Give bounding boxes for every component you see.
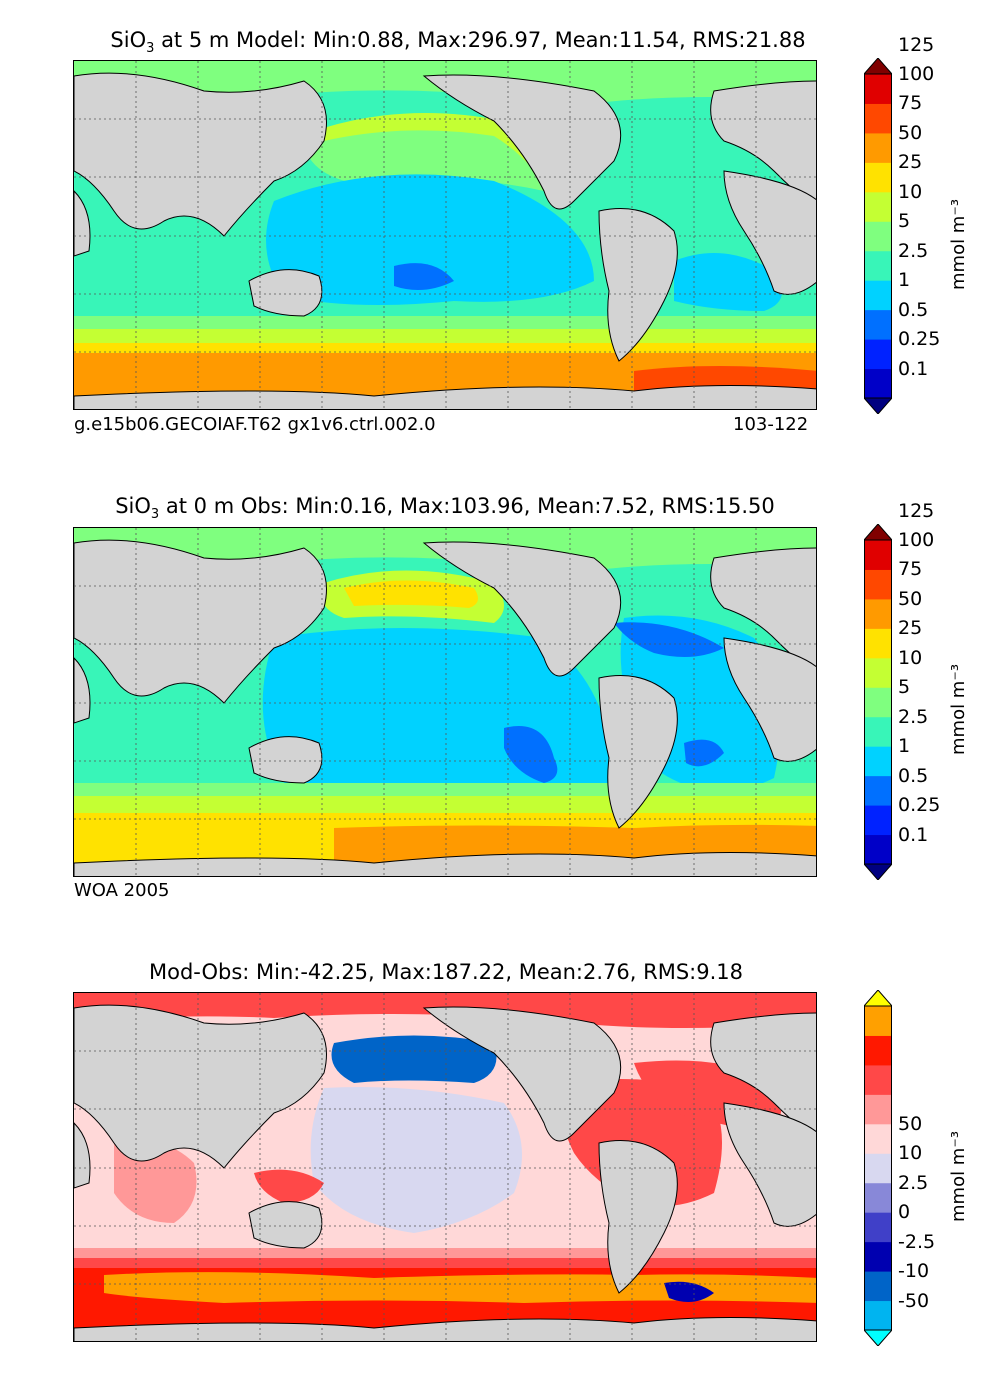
colorbar-segment [864, 746, 892, 777]
colorbar-segment [864, 191, 892, 222]
colorbar-tick-label: 10 [898, 646, 923, 669]
colorbar-segment [864, 1035, 892, 1066]
colorbar-tick-label: 1 [898, 735, 911, 758]
panel3-colorbar [864, 990, 892, 1346]
colorbar-tick-label: 50 [898, 587, 923, 610]
panel2-map [73, 527, 817, 877]
panel1-footer-left: g.e15b06.GECOIAF.T62 gx1v6.ctrl.002.0 [74, 414, 436, 435]
colorbar-segment [864, 687, 892, 718]
colorbar-segment [864, 280, 892, 311]
colorbar-tick-label: 125 [898, 499, 935, 522]
colorbar-segment [864, 540, 892, 570]
colorbar-tick-label: 10 [898, 180, 923, 203]
colorbar-tick-label: 2.5 [898, 705, 929, 728]
colorbar-segment [864, 716, 892, 747]
colorbar-tick-label: 0.5 [898, 764, 929, 787]
colorbar-tick-label: 25 [898, 151, 923, 174]
colorbar-segment [864, 368, 892, 399]
colorbar-tick-label: 0 [898, 1201, 911, 1224]
colorbar-segment [864, 1212, 892, 1243]
panel2-footer-left: WOA 2005 [74, 880, 170, 901]
colorbar-segment [864, 162, 892, 193]
colorbar-segment [864, 657, 892, 688]
colorbar-segment [864, 1123, 892, 1154]
colorbar-tick-label: 2.5 [898, 1171, 929, 1194]
colorbar-tick-label: -10 [898, 1260, 930, 1283]
colorbar-segment [864, 1064, 892, 1095]
panel1-map [73, 60, 817, 410]
colorbar-segment [864, 74, 892, 104]
colorbar-tick-label: 75 [898, 92, 923, 115]
colorbar-tick-label: 0.25 [898, 794, 941, 817]
colorbar-segment [864, 775, 892, 806]
colorbar-extend-high [864, 990, 892, 1007]
colorbar-tick-label: 0.1 [898, 823, 929, 846]
colorbar-segment [864, 339, 892, 370]
panel1-footer-right: 103-122 [733, 414, 809, 435]
panel1-colorbar [864, 58, 892, 414]
colorbar-segment [864, 628, 892, 659]
colorbar-tick-label: 100 [898, 529, 935, 551]
colorbar-segment [864, 1182, 892, 1213]
colorbar-tick-label: 50 [898, 121, 923, 144]
colorbar-tick-label: -2.5 [898, 1230, 936, 1253]
panel2-colorbar [864, 524, 892, 880]
panel3-title: Mod-Obs: Min:-42.25, Max:187.22, Mean:2.… [149, 960, 743, 984]
colorbar-segment [864, 805, 892, 836]
colorbar-tick-label: 5 [898, 676, 911, 699]
panel2-unit-label: mmol m⁻³ [948, 663, 969, 755]
colorbar-tick-label: 10 [898, 1142, 923, 1165]
colorbar-segment [864, 221, 892, 252]
colorbar-tick-label: 0.1 [898, 357, 929, 380]
colorbar-segment [864, 569, 892, 600]
colorbar-extend-high [864, 58, 892, 75]
colorbar-extend-low [864, 1329, 892, 1346]
colorbar-segment [864, 1241, 892, 1272]
panel3-map [73, 992, 817, 1342]
colorbar-segment [864, 250, 892, 281]
colorbar-segment [864, 1094, 892, 1125]
colorbar-tick-label: 75 [898, 558, 923, 581]
colorbar-tick-label: 0.25 [898, 328, 941, 351]
colorbar-extend-low [864, 863, 892, 880]
colorbar-extend-high [864, 524, 892, 541]
colorbar-segment [864, 598, 892, 629]
colorbar-tick-label: 0.5 [898, 298, 929, 321]
panel1-unit-label: mmol m⁻³ [948, 198, 969, 290]
colorbar-tick-label: 100 [898, 63, 935, 85]
colorbar-extend-low [864, 397, 892, 414]
colorbar-tick-label: 25 [898, 617, 923, 640]
colorbar-segment [864, 132, 892, 163]
panel2-title: SiO3 at 0 m Obs: Min:0.16, Max:103.96, M… [115, 494, 775, 523]
colorbar-segment [864, 1006, 892, 1036]
colorbar-segment [864, 1300, 892, 1331]
colorbar-segment [864, 309, 892, 340]
colorbar-tick-label: 125 [898, 33, 935, 56]
colorbar-segment [864, 1271, 892, 1302]
colorbar-tick-label: 50 [898, 1112, 923, 1135]
colorbar-tick-label: -50 [898, 1289, 930, 1312]
colorbar-segment [864, 1153, 892, 1184]
colorbar-tick-label: 1 [898, 269, 911, 292]
colorbar-segment [864, 103, 892, 134]
colorbar-segment [864, 834, 892, 865]
panel1-title: SiO3 at 5 m Model: Min:0.88, Max:296.97,… [110, 28, 806, 57]
panel3-unit-label: mmol m⁻³ [948, 1130, 969, 1222]
colorbar-tick-label: 5 [898, 210, 911, 233]
colorbar-tick-label: 2.5 [898, 239, 929, 262]
